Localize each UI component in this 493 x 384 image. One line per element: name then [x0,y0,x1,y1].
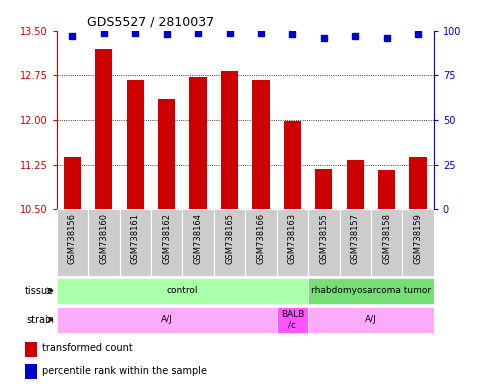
Text: GSM738157: GSM738157 [351,213,360,264]
Bar [57,278,308,304]
Bar [284,121,301,209]
Bar [158,99,176,209]
Bar [347,161,364,209]
Bar [151,209,182,276]
Bar [378,170,395,209]
Bar [371,209,402,276]
Bar [308,307,434,333]
Text: GSM738162: GSM738162 [162,213,171,264]
Bar [25,342,37,356]
Text: BALB
/c: BALB /c [281,310,304,329]
Bar [410,157,427,209]
Bar [57,209,88,276]
Text: GSM738158: GSM738158 [382,213,391,264]
Bar [88,209,119,276]
Text: A/J: A/J [161,315,173,324]
Bar [277,209,308,276]
Text: A/J: A/J [365,315,377,324]
Bar [308,278,434,304]
Bar [189,77,207,209]
Bar [308,209,340,276]
Bar [252,80,270,209]
Text: percentile rank within the sample: percentile rank within the sample [42,366,207,376]
Bar [221,71,238,209]
Text: GSM738155: GSM738155 [319,213,328,263]
Text: transformed count: transformed count [42,343,133,353]
Text: GSM738166: GSM738166 [256,213,266,264]
Text: GSM738164: GSM738164 [194,213,203,264]
Bar [25,364,37,379]
Bar [245,209,277,276]
Text: GSM738165: GSM738165 [225,213,234,264]
Bar [127,80,144,209]
Text: GSM738159: GSM738159 [414,213,423,263]
Text: GDS5527 / 2810037: GDS5527 / 2810037 [87,15,214,28]
Bar [64,157,81,209]
Text: rhabdomyosarcoma tumor: rhabdomyosarcoma tumor [311,286,431,295]
Bar [214,209,246,276]
Text: strain: strain [26,314,54,325]
Bar [315,169,332,209]
Text: GSM738161: GSM738161 [131,213,140,264]
Text: GSM738156: GSM738156 [68,213,77,264]
Text: GSM738160: GSM738160 [99,213,108,264]
Bar [402,209,434,276]
Text: tissue: tissue [25,286,54,296]
Text: GSM738163: GSM738163 [288,213,297,264]
Bar [95,49,112,209]
Text: control: control [167,286,198,295]
Bar [182,209,214,276]
Bar [57,307,277,333]
Bar [119,209,151,276]
Bar [277,307,308,333]
Bar [340,209,371,276]
